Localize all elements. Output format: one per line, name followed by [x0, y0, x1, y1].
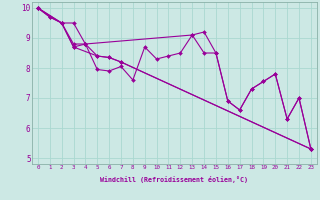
- X-axis label: Windchill (Refroidissement éolien,°C): Windchill (Refroidissement éolien,°C): [100, 176, 248, 183]
